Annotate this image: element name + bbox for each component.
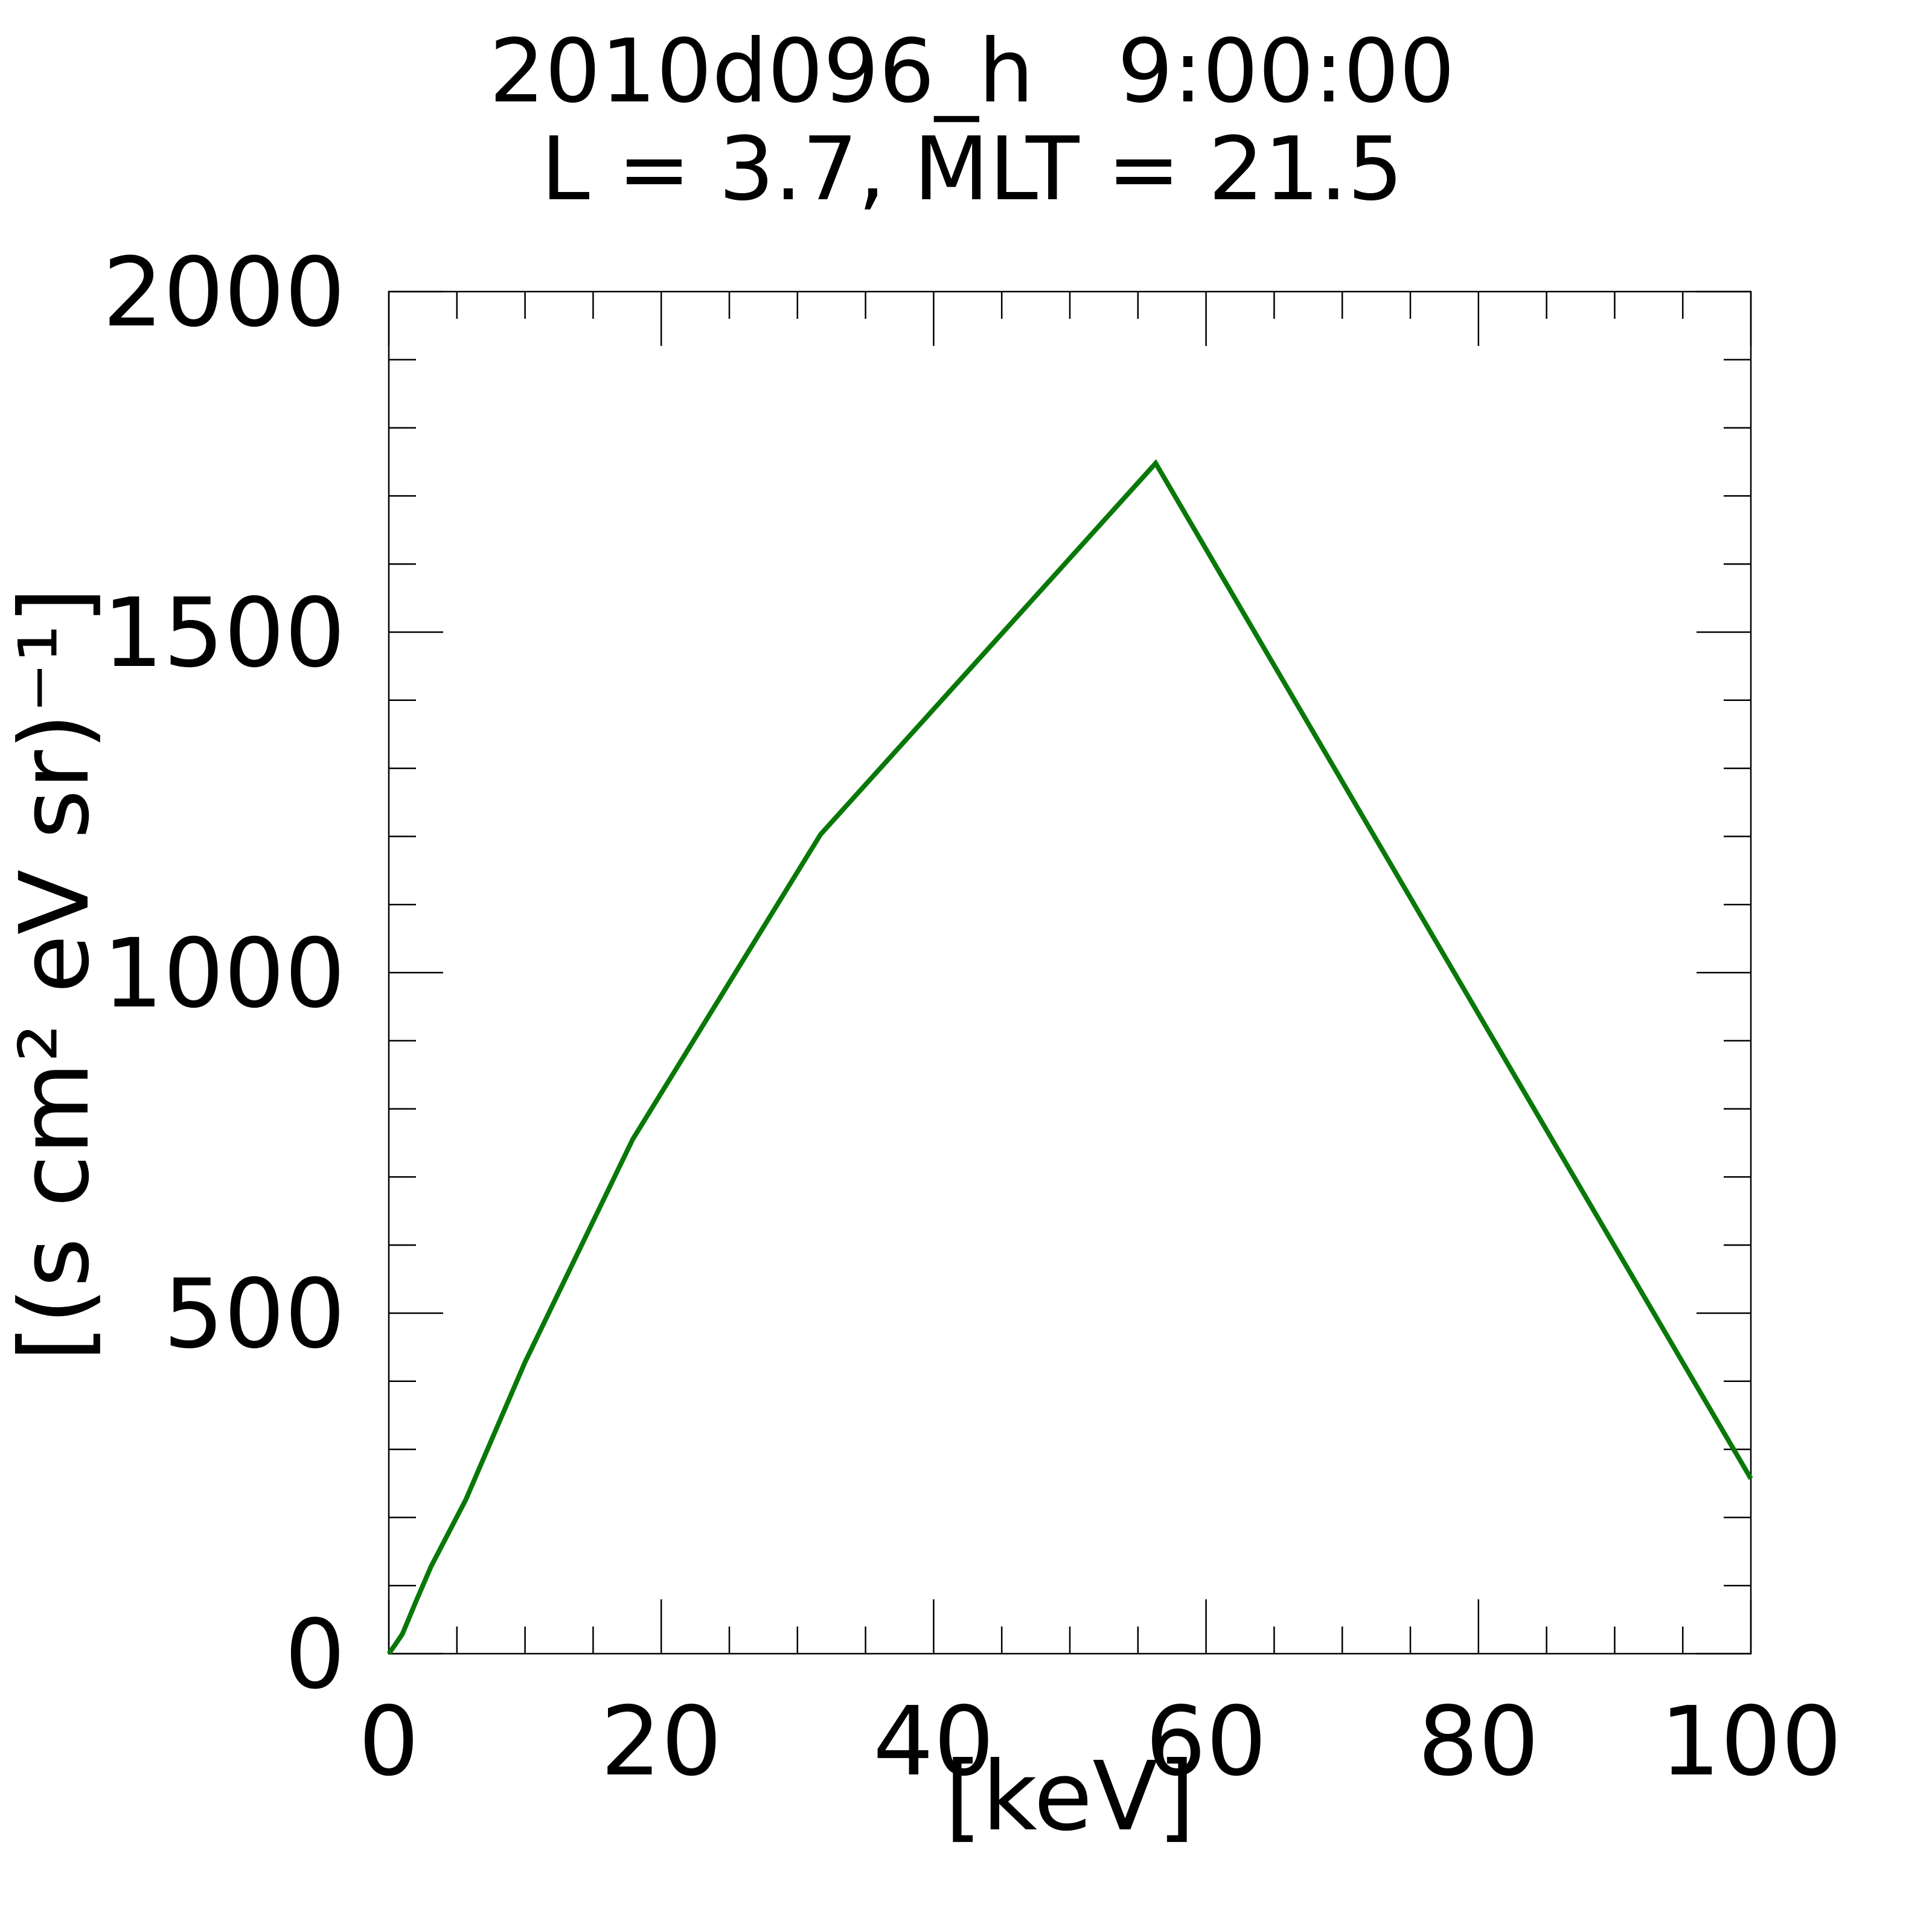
y-tick-label: 2000 bbox=[103, 237, 345, 348]
x-tick-label: 100 bbox=[1660, 1686, 1842, 1797]
x-tick-label: 60 bbox=[1145, 1686, 1267, 1797]
x-tick-label: 40 bbox=[873, 1686, 994, 1797]
plot-frame bbox=[388, 290, 1752, 1655]
y-tick-label: 1000 bbox=[103, 918, 345, 1029]
x-tick-label: 80 bbox=[1418, 1686, 1539, 1797]
y-tick-label: 1500 bbox=[103, 578, 345, 689]
x-tick-label: 20 bbox=[601, 1686, 722, 1797]
y-tick-label: 500 bbox=[163, 1259, 345, 1370]
y-tick-label: 0 bbox=[284, 1599, 345, 1710]
y-axis-label: [(s cm² eV sr)⁻¹] bbox=[0, 587, 110, 1362]
chart-title: 2010d096_h 9:00:00 bbox=[489, 21, 1454, 123]
x-tick-label: 0 bbox=[359, 1686, 420, 1797]
x-axis-label: [keV] bbox=[945, 1741, 1195, 1852]
chart-subtitle: L = 3.7, MLT = 21.5 bbox=[541, 118, 1403, 220]
data-line bbox=[386, 459, 1753, 1655]
